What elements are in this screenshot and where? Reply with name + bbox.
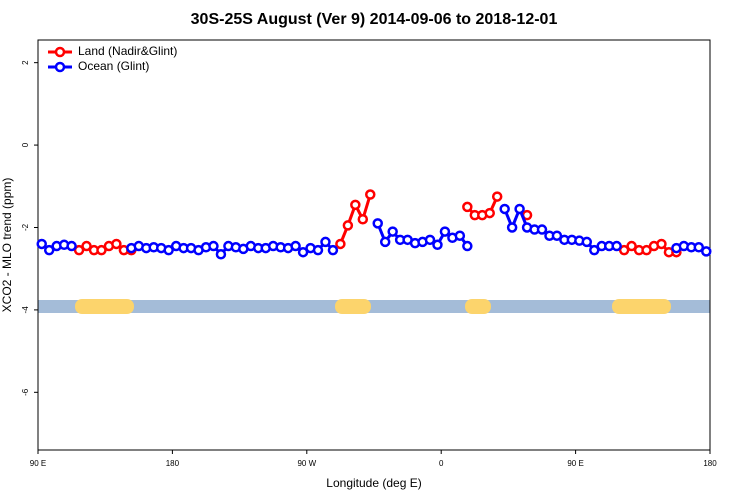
data-point: [372, 218, 383, 229]
legend-marker: [54, 61, 66, 73]
x-tick-label: 180: [703, 459, 717, 468]
data-point: [641, 244, 652, 256]
data-point: [656, 238, 667, 250]
data-point: [432, 239, 443, 251]
x-tick-label: 90 E: [30, 459, 46, 468]
data-point: [320, 236, 331, 248]
data-point: [491, 191, 503, 202]
data-point: [484, 207, 495, 219]
series: [73, 189, 682, 258]
y-axis-label: XCO2 - MLO trend (ppm): [0, 178, 14, 313]
legend-label: Land (Nadir&Glint): [78, 44, 177, 58]
data-point: [514, 203, 525, 215]
surface-strip: [38, 299, 710, 314]
data-point: [350, 199, 361, 211]
ocean-strip: [38, 300, 710, 313]
data-point: [342, 220, 354, 231]
y-tick-label: 0: [21, 142, 30, 147]
data-point: [626, 240, 637, 252]
x-tick-label: 90 E: [567, 459, 583, 468]
land-strip: [465, 299, 491, 314]
data-point: [327, 244, 339, 256]
data-point: [551, 230, 563, 241]
land-strip: [75, 299, 134, 314]
data-point: [506, 222, 518, 233]
data-point: [66, 240, 77, 252]
data-point: [96, 244, 107, 256]
x-tick-label: 90 W: [297, 459, 316, 468]
data-point: [312, 244, 324, 256]
data-point: [73, 244, 85, 256]
data-point: [611, 240, 622, 252]
x-axis-label: Longitude (deg E): [326, 476, 421, 490]
y-tick-label: -6: [21, 388, 30, 396]
y-tick-label: -4: [21, 306, 30, 314]
data-point: [454, 230, 466, 241]
legend-marker: [54, 46, 66, 58]
data-point: [36, 238, 47, 250]
data-point: [208, 240, 219, 252]
data-point: [43, 244, 55, 256]
y-tick-label: 2: [21, 60, 30, 65]
data-point: [462, 240, 473, 252]
data-point: [589, 244, 600, 256]
data-point: [215, 249, 227, 260]
data-point: [499, 203, 510, 215]
x-tick-label: 180: [166, 459, 180, 468]
data-point: [462, 201, 473, 213]
land-strip: [335, 299, 371, 314]
data-point: [618, 244, 630, 256]
data-point: [424, 234, 436, 246]
data-point: [701, 246, 712, 257]
data-point: [387, 226, 398, 237]
series: [36, 203, 712, 260]
data-point: [693, 242, 705, 253]
data-point: [357, 213, 369, 225]
data-point: [81, 240, 92, 252]
data-point: [297, 246, 309, 258]
data-point: [379, 236, 391, 248]
chart-title: 30S-25S August (Ver 9) 2014-09-06 to 201…: [191, 11, 558, 28]
data-point: [536, 224, 548, 235]
y-tick-label: -2: [21, 223, 30, 231]
data-point: [335, 238, 346, 250]
x-tick-label: 0: [439, 459, 444, 468]
data-point: [163, 244, 174, 256]
data-point: [365, 189, 376, 200]
legend-label: Ocean (Glint): [78, 59, 149, 73]
data-point: [439, 226, 451, 237]
data-point: [581, 236, 593, 248]
land-strip: [612, 299, 671, 314]
data-point: [111, 238, 122, 250]
data-point: [290, 240, 301, 252]
